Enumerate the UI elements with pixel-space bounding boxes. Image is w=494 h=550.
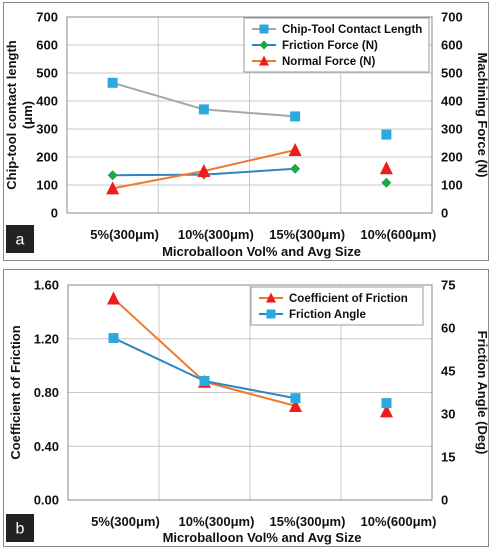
y-tick-label: 0.40 [34, 439, 59, 454]
series-1 [108, 333, 392, 409]
y-tick-label: 1.20 [34, 331, 59, 346]
y-tick-label: 300 [36, 122, 58, 137]
y2-tick-label: 400 [441, 94, 463, 109]
data-point [107, 170, 118, 181]
y-tick-label: 700 [36, 10, 58, 25]
y2-tick-label: 0 [441, 206, 448, 221]
data-point [106, 181, 120, 195]
data-point [199, 376, 210, 387]
chart-a-svg: 0 100 200 300 400 500 600 700 0 100 200 300 400 500 60… [4, 10, 490, 260]
plot-area-frame [67, 284, 433, 501]
data-point [107, 291, 120, 305]
y2-tick-label: 60 [441, 321, 455, 336]
data-point [379, 161, 393, 175]
series-line-segment [203, 108, 296, 118]
x-tick-label: 15%(300μm) [270, 514, 346, 529]
series-line-segment [112, 297, 206, 383]
y2-tick-label: 700 [441, 10, 463, 25]
y-tick-label: 500 [36, 66, 58, 81]
plot-area-frame [66, 16, 433, 214]
y-tick-label: 400 [36, 94, 58, 109]
x-axis-title: Microballoon Vol% and Avg Size [162, 244, 361, 259]
y-tick-label: 100 [36, 178, 58, 193]
y2-axis-title: Friction Angle (Deg) [475, 331, 490, 455]
panel-letter-badge [6, 514, 34, 542]
series-2 [106, 143, 393, 195]
legend-swatch-marker [259, 24, 269, 34]
y2-tick-label: 45 [441, 364, 455, 379]
y-tick-label: 1.60 [34, 278, 59, 293]
data-point [380, 404, 393, 418]
x-tick-label: 5%(300μm) [91, 514, 160, 529]
data-point [381, 398, 392, 409]
data-point [107, 77, 118, 88]
y-tick-label: 0 [51, 206, 58, 221]
x-axis-title: Microballoon Vol% and Avg Size [163, 530, 362, 545]
x-tick-label: 15%(300μm) [269, 227, 345, 242]
y2-tick-label: 75 [441, 278, 455, 293]
x-tick-label: 10%(300μm) [178, 227, 254, 242]
panel-letter-badge [6, 225, 34, 253]
series-line-segment [203, 149, 296, 172]
chart-panel-a: 0 100 200 300 400 500 600 700 0 100 200 300 400 500 60… [3, 2, 490, 261]
legend: Coefficient of Friction Friction Angle [250, 286, 424, 326]
legend-swatch-marker [266, 309, 276, 319]
y2-tick-label: 500 [441, 66, 463, 81]
y2-tick-label: 0 [441, 493, 448, 508]
legend-entry-label: Friction Angle [289, 309, 366, 321]
data-point [381, 177, 392, 188]
series-line-segment [112, 173, 204, 177]
series-line-segment [112, 170, 205, 190]
y2-tick-label: 600 [441, 38, 463, 53]
x-tick-label: 10%(300μm) [179, 514, 255, 529]
y2-tick-label: 100 [441, 178, 463, 193]
y-tick-label: 0.80 [34, 385, 59, 400]
y2-tick-label: 30 [441, 407, 455, 422]
legend-swatch-marker [259, 55, 269, 66]
legend-entry-label: Friction Force (N) [282, 40, 378, 52]
y2-tick-label: 15 [441, 450, 455, 465]
y-axis-title: Chip-tool contact length [4, 40, 19, 190]
data-point [197, 164, 211, 177]
data-point [290, 163, 301, 174]
data-point [290, 393, 301, 404]
data-point [290, 111, 301, 122]
series-0 [107, 77, 392, 140]
panel-letter: a [16, 232, 25, 249]
panel-letter: b [16, 521, 25, 538]
y-axis-title: (μm) [20, 101, 35, 129]
y-tick-label: 200 [36, 150, 58, 165]
y2-tick-label: 200 [441, 150, 463, 165]
series-line-segment [112, 81, 205, 111]
legend-box [250, 286, 424, 326]
legend-entry-label: Normal Force (N) [282, 56, 375, 68]
chart-b-svg: 0.00 0.40 0.80 1.20 1.60 0 15 30 45 60 75 5%(300μm)… [6, 278, 490, 545]
legend-entry-label: Chip-Tool Contact Length [282, 24, 422, 36]
y2-tick-label: 300 [441, 122, 463, 137]
y-axis-title: Coefficient of Friction [8, 325, 23, 459]
y2-axis-title: Machining Force (N) [475, 53, 490, 178]
data-point [289, 398, 302, 412]
chart-panel-b: 0.00 0.40 0.80 1.20 1.60 0 15 30 45 60 75 5%(300μm)… [3, 269, 490, 547]
series-line-segment [113, 337, 205, 382]
series-line-segment [204, 380, 296, 407]
legend: Chip-Tool Contact Length Friction Force (… [243, 17, 430, 73]
y-tick-label: 600 [36, 38, 58, 53]
data-point [381, 129, 392, 140]
legend-swatch-marker [259, 40, 269, 50]
data-point [198, 104, 209, 115]
y-tick-label: 0.00 [34, 493, 59, 508]
series-line-segment [203, 167, 296, 176]
x-tick-label: 10%(600μm) [360, 227, 436, 242]
legend-entry-label: Coefficient of Friction [289, 293, 408, 305]
data-point [108, 333, 119, 344]
series-line-segment [204, 380, 296, 400]
legend-swatch-marker [266, 292, 276, 303]
x-tick-label: 10%(600μm) [361, 514, 437, 529]
data-point [288, 143, 302, 156]
x-tick-label: 5%(300μm) [90, 227, 159, 242]
